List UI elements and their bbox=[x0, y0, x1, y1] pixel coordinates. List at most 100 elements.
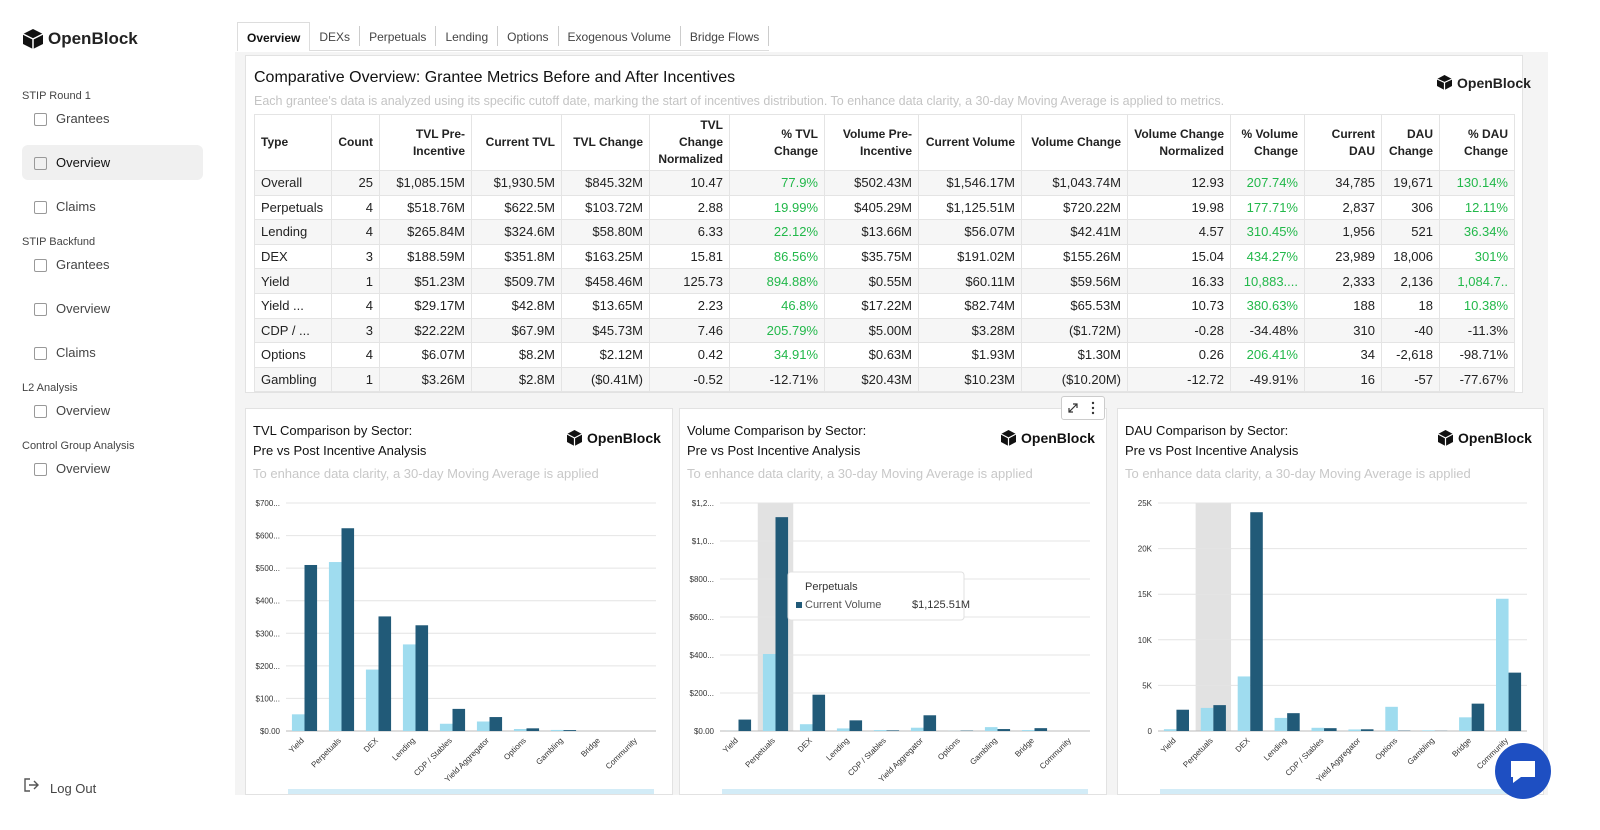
x-tick-label: Bridge bbox=[1013, 736, 1036, 759]
tab[interactable]: Overview bbox=[237, 22, 311, 51]
x-tick-label: Lending bbox=[824, 736, 851, 763]
bar bbox=[910, 727, 924, 731]
bar bbox=[762, 653, 776, 731]
table-cell: -49.91% bbox=[1230, 366, 1305, 393]
y-tick-label: 25K bbox=[1138, 499, 1153, 508]
y-tick-label: $0.00 bbox=[260, 727, 281, 736]
nav-item[interactable]: Overview bbox=[56, 301, 111, 316]
bar bbox=[1496, 598, 1509, 731]
x-tick-label: Yield bbox=[287, 736, 306, 755]
nav-item[interactable]: Overview bbox=[56, 403, 111, 418]
bar bbox=[873, 730, 887, 731]
bar bbox=[836, 728, 850, 731]
y-tick-label: $600... bbox=[256, 532, 280, 541]
tab[interactable]: Lending bbox=[436, 26, 499, 46]
table-row: Overall 25 $1,085.15M $1,930.5M $845.32M 10.4… bbox=[254, 170, 1515, 196]
logout[interactable]: Log Out bbox=[50, 781, 97, 796]
bar bbox=[1422, 730, 1435, 731]
nav-item[interactable]: Claims bbox=[56, 345, 96, 360]
chat-button[interactable] bbox=[1495, 743, 1551, 799]
bar bbox=[1250, 512, 1263, 731]
table-cell: $191.02M bbox=[918, 243, 1022, 270]
sidebar-section: STIP Backfund bbox=[22, 236, 96, 248]
table-cell: -77.67% bbox=[1439, 366, 1515, 393]
sidebar-section: Control Group Analysis bbox=[22, 440, 135, 452]
table-cell: 2,837 bbox=[1304, 194, 1382, 221]
table-cell: 4 bbox=[331, 292, 380, 319]
table-cell: $3.26M bbox=[379, 366, 472, 393]
bar bbox=[997, 729, 1011, 731]
sidebar-section: L2 Analysis bbox=[22, 382, 78, 394]
table-cell: $845.32M bbox=[561, 170, 650, 196]
table-cell: 18,006 bbox=[1381, 243, 1440, 270]
bar bbox=[365, 669, 379, 731]
chart-panel: TVL Comparison by Sector: Pre vs Post Inc… bbox=[245, 408, 673, 795]
y-tick-label: $200... bbox=[690, 689, 714, 698]
brand: OpenBlock bbox=[1436, 74, 1531, 91]
table-cell: -40 bbox=[1381, 317, 1440, 344]
table-cell: $59.56M bbox=[1021, 268, 1128, 294]
table-cell: $13.66M bbox=[824, 219, 919, 245]
tab[interactable]: Exogenous Volume bbox=[559, 26, 681, 46]
table-cell: $1,085.15M bbox=[379, 170, 472, 196]
tooltip-value: $1,125.51M bbox=[912, 599, 970, 611]
tab[interactable]: Options bbox=[498, 26, 559, 46]
table-cell: $35.75M bbox=[824, 243, 919, 270]
table-cell: ($1.72M) bbox=[1021, 317, 1128, 344]
nav-item[interactable]: Grantees bbox=[56, 257, 110, 272]
tab[interactable]: Perpetuals bbox=[360, 26, 437, 46]
tab[interactable]: DEXs bbox=[310, 26, 361, 46]
nav-item[interactable]: Claims bbox=[56, 199, 96, 214]
table-cell: $0.55M bbox=[824, 268, 919, 294]
table-cell: $56.07M bbox=[918, 219, 1022, 245]
nav-item[interactable]: Overview bbox=[56, 155, 111, 170]
table-cell: $1,930.5M bbox=[471, 170, 562, 196]
table-cell: 2.23 bbox=[649, 292, 730, 319]
nav-icon bbox=[34, 113, 47, 126]
table-cell: 2,136 bbox=[1381, 268, 1440, 294]
chart-subtitle: To enhance data clarity, a 30-day Moving… bbox=[1125, 466, 1471, 481]
column-header: % DAU Change bbox=[1439, 114, 1515, 171]
table-cell: $5.00M bbox=[824, 317, 919, 344]
column-header: TVL Change bbox=[561, 114, 650, 171]
table-cell: 894.88% bbox=[729, 268, 825, 294]
x-tick-label: Yield bbox=[721, 736, 740, 755]
table-cell: 301% bbox=[1439, 243, 1515, 270]
table-cell: $2.8M bbox=[471, 366, 562, 393]
tooltip-name: Current Volume bbox=[805, 599, 881, 611]
table-cell: Options bbox=[254, 342, 332, 368]
chart-toolbar[interactable] bbox=[1061, 396, 1105, 420]
y-tick-label: $200... bbox=[256, 662, 280, 671]
nav-icon bbox=[34, 347, 47, 360]
table-cell: 12.11% bbox=[1439, 194, 1515, 221]
bar bbox=[738, 719, 752, 731]
table-cell: 4 bbox=[331, 342, 380, 368]
brand-text: OpenBlock bbox=[587, 430, 661, 446]
table-cell: 10,883.... bbox=[1230, 268, 1305, 294]
y-tick-label: 15K bbox=[1138, 590, 1153, 599]
tab[interactable]: Bridge Flows bbox=[681, 26, 770, 46]
nav-item[interactable]: Grantees bbox=[56, 111, 110, 126]
table-cell: 15.81 bbox=[649, 243, 730, 270]
tooltip: Perpetuals Current Volume $1,125.51M bbox=[787, 571, 970, 621]
sidebar: OpenBlock Log Out STIP Round 1 Grantees Ov… bbox=[0, 0, 230, 830]
table-cell: $518.76M bbox=[379, 194, 472, 221]
brand-icon-lines bbox=[1437, 433, 1454, 446]
nav-item[interactable]: Overview bbox=[56, 461, 111, 476]
table-cell: $405.29M bbox=[824, 194, 919, 221]
bar bbox=[1200, 707, 1214, 731]
bar bbox=[1213, 705, 1226, 731]
tab-bar: Overview DEXs Perpetuals Lending Options Exog… bbox=[237, 22, 770, 51]
table-cell: 34,785 bbox=[1304, 170, 1382, 196]
scrollbar bbox=[1160, 789, 1525, 794]
table-cell: Lending bbox=[254, 219, 332, 245]
table-cell: 19.98 bbox=[1127, 194, 1231, 221]
table-cell: 310.45% bbox=[1230, 219, 1305, 245]
table-cell: 7.46 bbox=[649, 317, 730, 344]
y-tick-label: 0 bbox=[1148, 727, 1153, 736]
table-cell: $155.26M bbox=[1021, 243, 1128, 270]
table-cell: 10.38% bbox=[1439, 292, 1515, 319]
table-cell: $42.41M bbox=[1021, 219, 1128, 245]
table-cell: 4 bbox=[331, 219, 380, 245]
x-tick-label: Yield bbox=[1159, 736, 1178, 755]
